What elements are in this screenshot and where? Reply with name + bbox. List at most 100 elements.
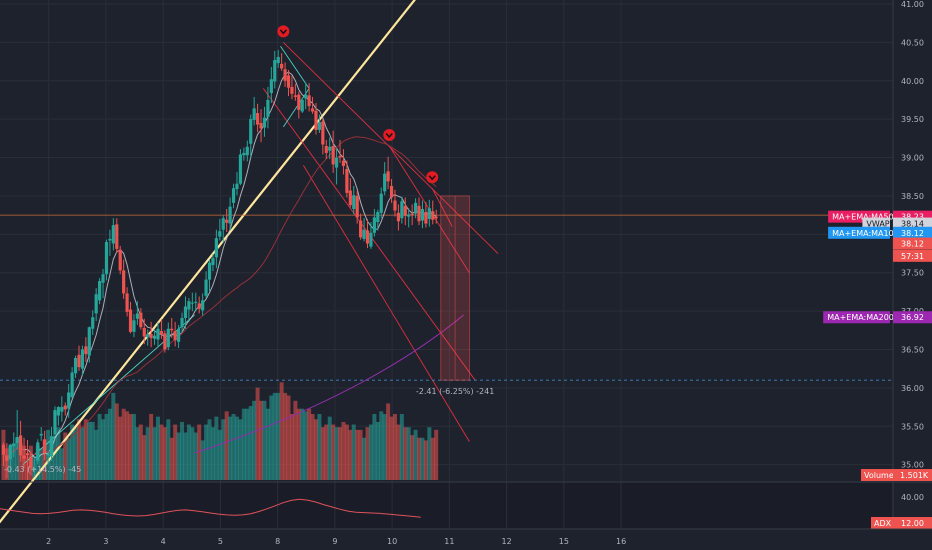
volume-bar (42, 440, 47, 480)
candle-body (214, 238, 218, 258)
volume-bar (351, 424, 356, 480)
candle-body (70, 372, 74, 398)
candle-body (297, 94, 301, 110)
volume-bar (111, 392, 116, 480)
time-tick-label: 2 (46, 537, 51, 546)
candle-body (207, 262, 212, 280)
price-label-badge: 38.12 (893, 237, 932, 250)
candle-body (262, 117, 267, 128)
candle-body (376, 212, 380, 223)
volume-bar (183, 432, 188, 480)
volume-bar (348, 429, 353, 480)
time-tick-label: 3 (103, 537, 108, 546)
volume-bar (66, 437, 71, 480)
candle-body (225, 219, 229, 223)
volume-name: Volume (864, 471, 894, 480)
volume-bar (63, 432, 68, 480)
candle-body (249, 119, 253, 144)
candle-body (273, 60, 277, 82)
volume-bar (210, 427, 215, 480)
candle-body (101, 274, 105, 283)
volume-bar (262, 400, 267, 480)
candle-body (91, 317, 95, 329)
price-label-name-bg (828, 226, 890, 239)
candle-body (283, 69, 287, 81)
candle-body (310, 108, 315, 112)
volume-bar (73, 427, 78, 480)
volume-bar (107, 408, 112, 480)
candle-body (142, 327, 146, 337)
volume-bar (221, 419, 226, 480)
candle-body (67, 392, 71, 409)
volume-bar (56, 427, 61, 480)
price-label-value: 38.12 (901, 240, 924, 249)
volume-bar (362, 437, 367, 480)
volume-bar (410, 435, 415, 480)
volume-bar (265, 408, 270, 480)
candle-body (146, 334, 150, 338)
time-tick-label: 10 (387, 537, 397, 546)
candle-body (156, 328, 160, 340)
volume-bar (145, 427, 150, 480)
candle-body (122, 270, 126, 294)
candle-body (403, 205, 407, 216)
price-tick-label: 37.50 (901, 269, 924, 278)
candle-body (8, 444, 12, 460)
volume-bar (365, 427, 370, 480)
volume-bar (358, 429, 363, 480)
volume-bar (197, 424, 202, 480)
volume-bar (217, 429, 222, 480)
candle-body (22, 455, 26, 459)
candle-body (372, 217, 376, 233)
candle-body (338, 156, 342, 158)
volume-bar (135, 427, 140, 480)
volume-bar (313, 419, 318, 480)
candle-body (94, 294, 98, 314)
price-label-value-bg (893, 237, 932, 250)
candle-body (25, 453, 30, 456)
candle-body (235, 183, 239, 190)
price-label-name-bg (862, 217, 890, 230)
adx-value-bg (893, 517, 932, 529)
chevron-down-icon (279, 29, 287, 35)
candle-body (152, 335, 157, 339)
volume-bar (245, 408, 250, 480)
price-label-value-bg (893, 226, 932, 239)
candle-body (46, 453, 50, 456)
volume-bar (90, 421, 95, 480)
candle-body (53, 410, 57, 435)
candle-body (159, 331, 164, 335)
candle-body (19, 435, 23, 456)
volume-value-bg (893, 469, 932, 481)
volume-bar (101, 419, 106, 480)
candle-body (304, 94, 308, 99)
volume-bar (427, 427, 432, 480)
price-tick-label: 40.50 (901, 38, 924, 47)
volume-bar (94, 429, 99, 480)
candle-body (15, 437, 19, 444)
volume-bar (392, 414, 397, 480)
volume-bar (159, 424, 164, 480)
volume-bar (15, 437, 20, 480)
volume-bar (52, 435, 57, 480)
volume-bar (368, 424, 373, 480)
price-tick-label: 35.00 (901, 461, 924, 470)
volume-bar (423, 440, 428, 480)
candle-body (56, 407, 60, 416)
ma200-line (194, 314, 464, 454)
candle-body (379, 193, 383, 213)
candle-body (63, 405, 67, 410)
volume-bar (317, 414, 322, 480)
channel-top-line (431, 188, 453, 227)
volume-bar (224, 411, 229, 480)
candle-body (420, 208, 425, 221)
candle-body (266, 99, 270, 117)
drawings (0, 0, 499, 524)
price-tick-label: 36.50 (901, 345, 924, 354)
teal-triangle-top (280, 45, 310, 89)
volume-bar (338, 427, 343, 480)
volume-bar (413, 429, 418, 480)
candle-body (104, 242, 109, 275)
price-tick-label: 35.50 (901, 422, 924, 431)
candle-body (98, 281, 102, 301)
